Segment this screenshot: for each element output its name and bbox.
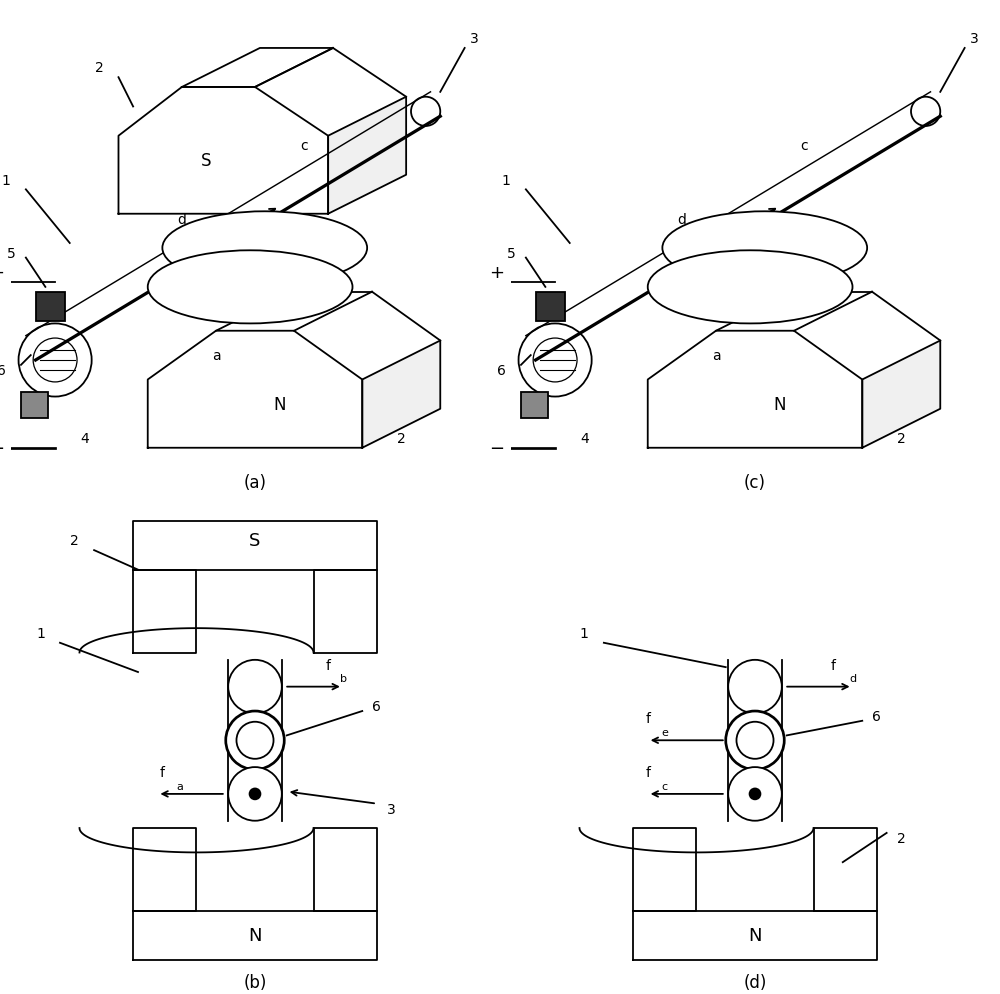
Text: f: f	[645, 712, 650, 726]
Circle shape	[728, 660, 782, 714]
Text: 1: 1	[2, 173, 11, 188]
Text: f: f	[326, 658, 331, 672]
Polygon shape	[148, 331, 362, 448]
Text: 6: 6	[872, 709, 881, 724]
Ellipse shape	[662, 212, 867, 285]
Text: 6: 6	[372, 700, 381, 714]
Text: 2: 2	[95, 62, 103, 76]
Text: −: −	[489, 439, 504, 457]
Polygon shape	[633, 828, 696, 911]
Polygon shape	[328, 97, 406, 215]
Text: 3: 3	[387, 802, 396, 816]
Text: S: S	[249, 532, 261, 550]
Bar	[36, 292, 65, 322]
Text: c: c	[662, 781, 668, 791]
Ellipse shape	[162, 212, 367, 285]
Text: b: b	[340, 673, 347, 683]
Text: N: N	[773, 396, 786, 414]
Bar	[21, 393, 48, 419]
Circle shape	[228, 767, 282, 821]
Polygon shape	[362, 341, 440, 448]
Circle shape	[728, 767, 782, 821]
Circle shape	[226, 712, 284, 769]
Circle shape	[749, 788, 761, 800]
Circle shape	[736, 722, 774, 759]
Polygon shape	[182, 49, 333, 87]
Polygon shape	[648, 331, 862, 448]
Text: f: f	[831, 658, 836, 672]
Polygon shape	[133, 911, 377, 960]
Circle shape	[236, 722, 274, 759]
Text: (d): (d)	[743, 973, 767, 991]
Text: d: d	[677, 213, 686, 227]
Bar	[536, 292, 565, 322]
Text: f: f	[160, 765, 165, 779]
Polygon shape	[814, 828, 877, 911]
Polygon shape	[314, 828, 377, 911]
Text: +: +	[489, 264, 504, 282]
Text: f: f	[645, 765, 650, 779]
Polygon shape	[314, 571, 377, 653]
Polygon shape	[133, 571, 196, 653]
Circle shape	[249, 788, 261, 800]
Text: 1: 1	[580, 626, 589, 640]
Text: 1: 1	[502, 173, 511, 188]
Text: 6: 6	[497, 364, 506, 378]
Text: b: b	[809, 270, 818, 285]
Polygon shape	[862, 341, 940, 448]
Text: e: e	[661, 728, 668, 738]
Text: 4: 4	[580, 431, 589, 445]
Text: 5: 5	[7, 247, 16, 260]
Ellipse shape	[648, 251, 853, 324]
Text: (b): (b)	[243, 973, 267, 991]
Polygon shape	[118, 87, 328, 215]
Polygon shape	[133, 828, 196, 911]
Polygon shape	[133, 521, 377, 571]
Text: (a): (a)	[244, 473, 266, 491]
Text: (c): (c)	[744, 473, 766, 491]
Text: 3: 3	[470, 32, 479, 46]
Circle shape	[726, 712, 784, 769]
Text: N: N	[748, 926, 762, 944]
Text: c: c	[300, 139, 308, 153]
Bar	[521, 393, 548, 419]
Text: S: S	[201, 152, 211, 170]
Text: c: c	[800, 139, 808, 153]
Polygon shape	[633, 911, 877, 960]
Circle shape	[228, 660, 282, 714]
Text: +: +	[0, 264, 4, 282]
Text: a: a	[712, 349, 720, 363]
Text: N: N	[273, 396, 286, 414]
Text: 6: 6	[0, 364, 6, 378]
Ellipse shape	[148, 251, 353, 324]
Text: d: d	[177, 213, 186, 227]
Text: 2: 2	[897, 431, 906, 445]
Text: 4: 4	[80, 431, 89, 445]
Text: 3: 3	[970, 32, 979, 46]
Text: a: a	[176, 781, 183, 791]
Text: a: a	[212, 349, 220, 363]
Text: 2: 2	[70, 534, 79, 548]
Text: 1: 1	[36, 626, 45, 640]
Text: 2: 2	[897, 831, 906, 845]
Text: d: d	[849, 673, 856, 683]
Text: N: N	[248, 926, 262, 944]
Text: 5: 5	[507, 247, 516, 260]
Text: b: b	[309, 270, 318, 285]
Text: −: −	[0, 439, 4, 457]
Text: 2: 2	[397, 431, 406, 445]
